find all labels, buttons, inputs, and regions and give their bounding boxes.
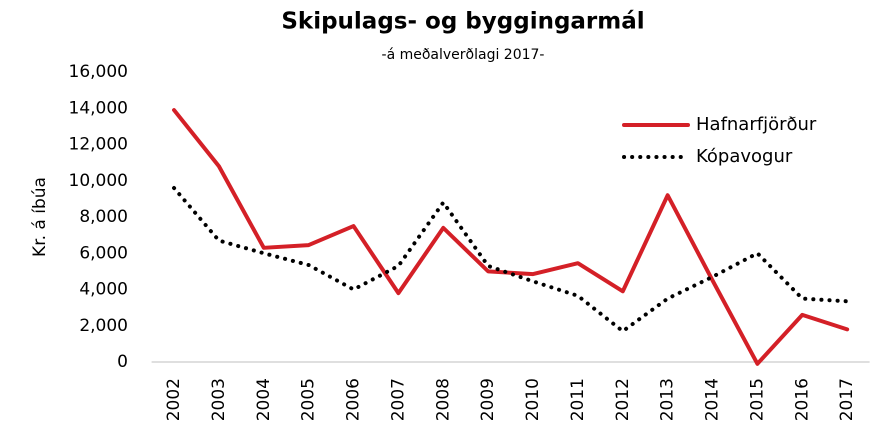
x-tick-label: 2006: [344, 378, 364, 421]
y-axis-label: Kr. á íbúa: [30, 177, 50, 257]
x-tick-label: 2003: [209, 378, 229, 421]
x-tick-label: 2002: [164, 378, 184, 421]
x-tick-label: 2011: [568, 378, 588, 421]
x-tick-label: 2013: [658, 378, 678, 421]
legend-label: Hafnarfjörður: [696, 114, 817, 135]
x-tick-label: 2008: [433, 378, 453, 421]
y-tick-label: 10,000: [69, 171, 128, 191]
x-tick-label: 2012: [613, 378, 633, 421]
x-tick-label: 2016: [792, 378, 812, 421]
chart-subtitle: -á meðalverðlagi 2017-: [382, 47, 545, 63]
x-tick-label: 2007: [388, 378, 408, 421]
x-tick-label: 2010: [523, 378, 543, 421]
y-tick-label: 16,000: [69, 62, 128, 82]
series-line: [172, 186, 850, 334]
y-tick-label: 6,000: [79, 243, 128, 263]
y-tick-label: 4,000: [79, 280, 128, 300]
y-tick-label: 12,000: [69, 135, 128, 155]
x-tick-label: 2017: [837, 378, 857, 421]
x-tick-label: 2009: [478, 378, 498, 421]
y-tick-label: 8,000: [79, 207, 128, 227]
y-tick-label: 14,000: [69, 98, 128, 118]
y-tick-label: 0: [117, 352, 128, 372]
x-tick-label: 2014: [703, 378, 723, 421]
x-tick-label: 2005: [299, 378, 319, 421]
chart-title: Skipulags- og byggingarmál: [281, 9, 644, 35]
legend-label: Kópavogur: [696, 146, 793, 167]
x-tick-label: 2004: [254, 378, 274, 421]
series-line: [172, 108, 850, 366]
x-tick-label: 2015: [747, 378, 767, 421]
y-tick-label: 2,000: [79, 316, 128, 336]
